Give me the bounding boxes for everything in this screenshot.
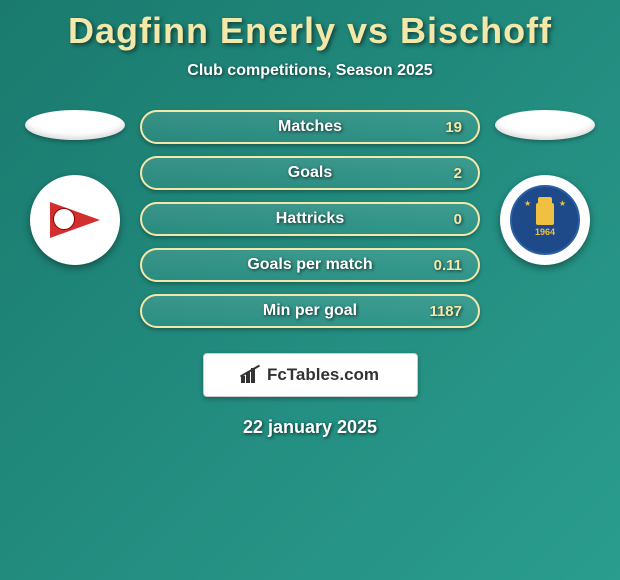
stat-row-matches: Matches 19 (140, 110, 480, 144)
left-club-logo (30, 175, 120, 265)
right-club-logo: ★ ★ 1964 (500, 175, 590, 265)
stat-value: 0.11 (434, 257, 462, 274)
stat-value: 1187 (429, 303, 462, 320)
right-ellipse (495, 110, 595, 140)
brand-text: FcTables.com (267, 365, 379, 385)
logo-year: 1964 (535, 227, 555, 237)
stat-row-goals: Goals 2 (140, 156, 480, 190)
star-icon: ★ (524, 199, 531, 208)
left-ellipse (25, 110, 125, 140)
left-logo-graphic (45, 200, 105, 240)
stat-label: Matches (278, 118, 342, 136)
chart-icon (241, 367, 261, 383)
tower-icon (536, 203, 554, 225)
stat-label: Goals (288, 164, 332, 182)
right-logo-graphic: ★ ★ 1964 (510, 185, 580, 255)
content-row: Matches 19 Goals 2 Hattricks 0 Goals per… (0, 110, 620, 328)
stat-label: Hattricks (276, 210, 344, 228)
logo-circle (53, 208, 75, 230)
star-icon: ★ (559, 199, 566, 208)
stat-label: Goals per match (247, 256, 372, 274)
stat-label: Min per goal (263, 302, 357, 320)
stat-value: 2 (454, 165, 462, 182)
stat-value: 0 (454, 211, 462, 228)
stat-row-min-per-goal: Min per goal 1187 (140, 294, 480, 328)
stats-column: Matches 19 Goals 2 Hattricks 0 Goals per… (140, 110, 480, 328)
page-title: Dagfinn Enerly vs Bischoff (0, 10, 620, 52)
date-text: 22 january 2025 (0, 417, 620, 438)
right-column: ★ ★ 1964 (495, 110, 595, 265)
brand-box: FcTables.com (203, 353, 418, 397)
subtitle: Club competitions, Season 2025 (0, 62, 620, 80)
stat-value: 19 (445, 119, 462, 136)
stat-row-hattricks: Hattricks 0 (140, 202, 480, 236)
left-column (25, 110, 125, 265)
main-container: Dagfinn Enerly vs Bischoff Club competit… (0, 0, 620, 438)
stat-row-goals-per-match: Goals per match 0.11 (140, 248, 480, 282)
